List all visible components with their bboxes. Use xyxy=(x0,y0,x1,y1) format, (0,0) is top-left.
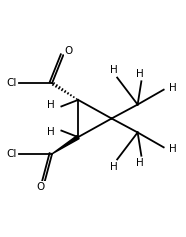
Text: Cl: Cl xyxy=(6,149,16,159)
Text: H: H xyxy=(169,144,177,154)
Text: H: H xyxy=(136,69,143,79)
Text: H: H xyxy=(47,100,55,110)
Text: O: O xyxy=(65,46,73,56)
Text: H: H xyxy=(110,65,117,75)
Text: H: H xyxy=(136,158,143,168)
Text: H: H xyxy=(47,127,55,137)
Text: Cl: Cl xyxy=(6,78,16,88)
Text: H: H xyxy=(110,162,117,172)
Text: H: H xyxy=(169,83,177,93)
Polygon shape xyxy=(52,136,79,154)
Text: O: O xyxy=(37,182,45,192)
